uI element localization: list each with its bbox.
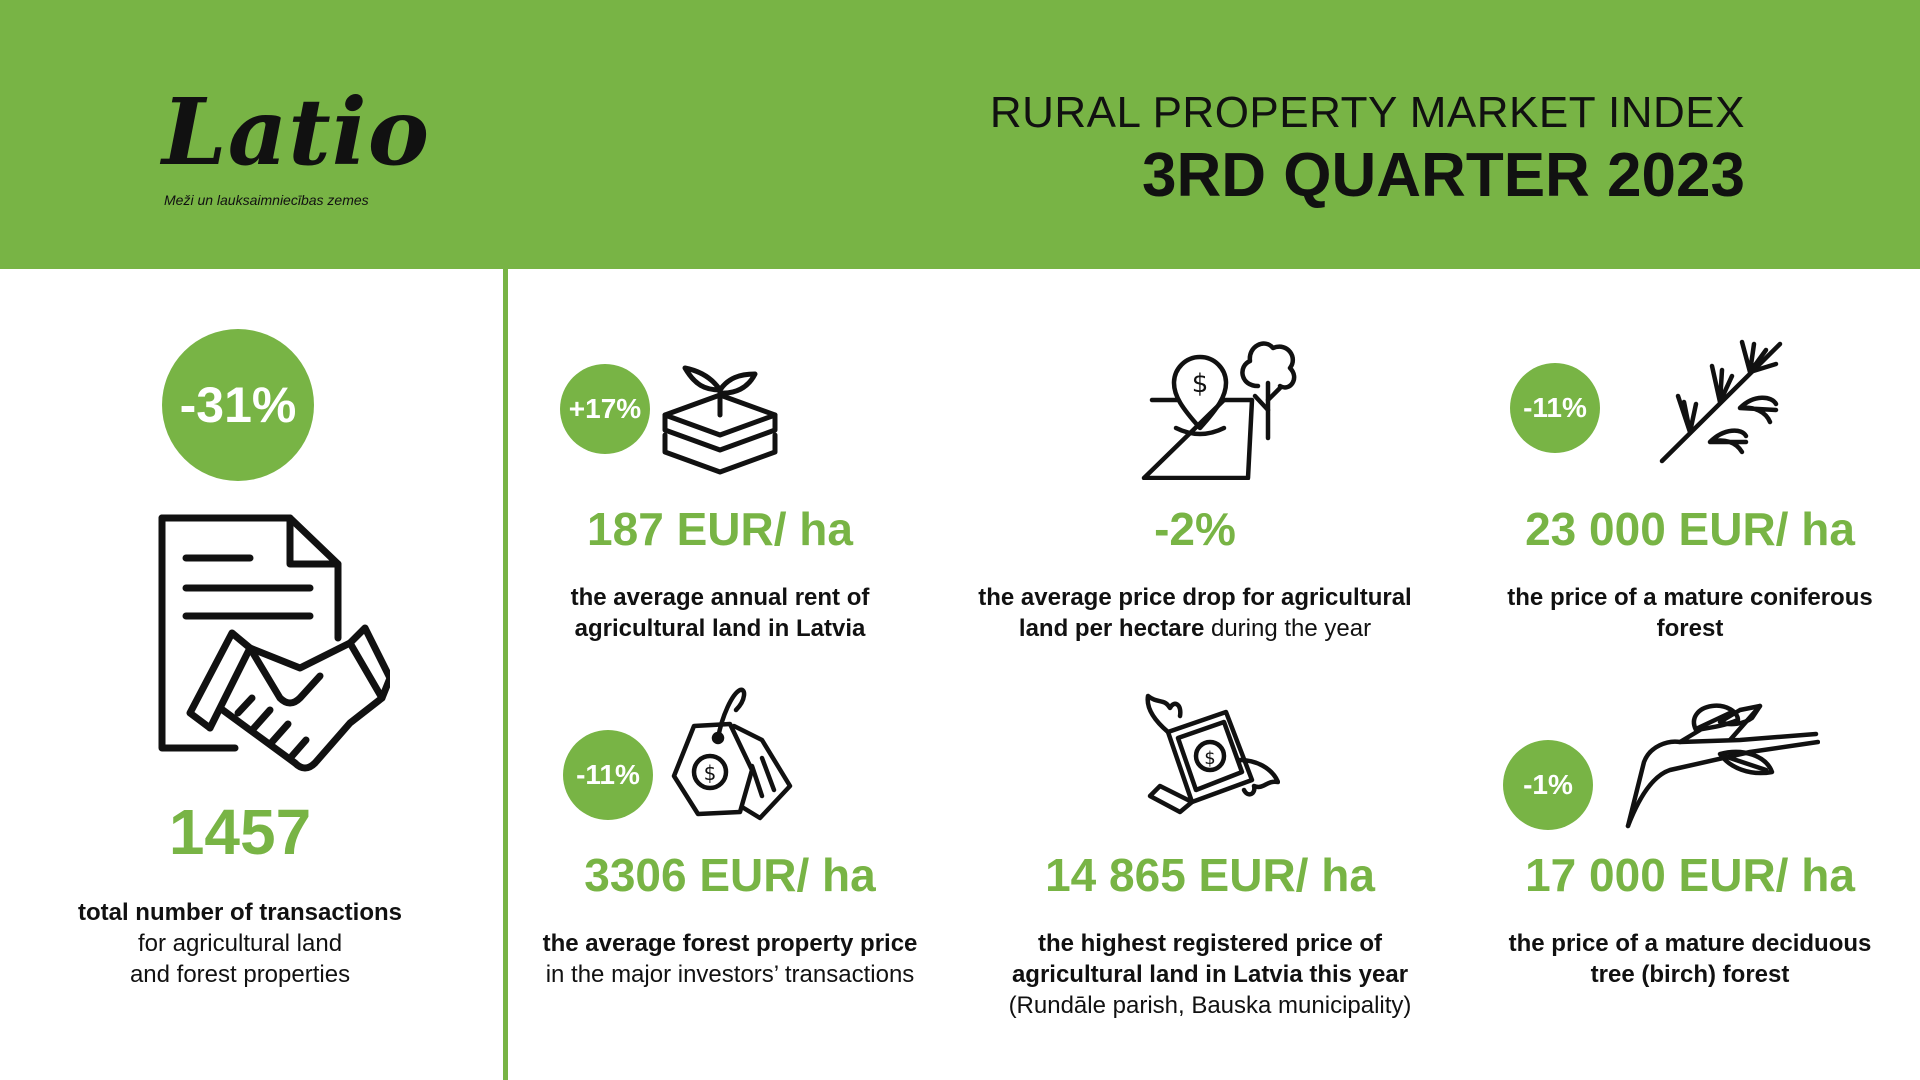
svg-text:$: $ [1204,748,1215,769]
rent-value: 187 EUR/ ha [587,503,853,555]
coniferous-description: the price of a mature coniferous forest [1470,582,1910,644]
deciduous-desc-line2: tree (birch) forest [1590,961,1790,988]
forest-price-desc-line2: in the major investors’ transactions [545,961,915,988]
logo-tagline: Meži un lauksaimniecības zemes [164,192,369,208]
coniferous-desc-line1: the price of a mature coniferous [1507,584,1873,611]
logo-wordmark: Latio [162,78,431,186]
forest-price-value: 3306 EUR/ ha [584,849,876,901]
transactions-change-badge: -31% [162,329,314,481]
svg-text:$: $ [1192,369,1209,399]
highest-value: 14 865 EUR/ ha [1045,849,1375,901]
deciduous-change-badge: -1% [1503,740,1593,830]
transactions-desc-bold: total number of transactions [77,899,403,926]
transactions-description: total number of transactions for agricul… [40,897,440,990]
rent-desc-line1: the average annual rent of [570,584,870,611]
coniferous-value: 23 000 EUR/ ha [1525,503,1855,555]
price-drop-value: -2% [1154,503,1236,555]
page-subtitle: 3RD QUARTER 2023 [1142,141,1745,210]
forest-price-desc-line1: the average forest property price [542,930,918,957]
latio-logo: Latio Meži un lauksaimniecības zemes [162,82,429,212]
coniferous-desc-line2: forest [1656,615,1724,642]
page-title: RURAL PROPERTY MARKET INDEX [989,88,1745,137]
transactions-desc-line2: for agricultural land [137,930,343,957]
flying-money-icon: $ [1140,690,1280,815]
deciduous-desc-line1: the price of a mature deciduous [1508,930,1872,957]
vertical-divider [503,269,508,1080]
highest-desc-line2: agricultural land in Latvia this year [1011,961,1409,988]
transactions-value: 1457 [168,796,312,868]
deciduous-value: 17 000 EUR/ ha [1525,849,1855,901]
price-tag-icon: $ [670,686,795,821]
coniferous-change-badge: -11% [1510,363,1600,453]
soil-sprout-icon [660,360,780,480]
forest-price-description: the average forest property price in the… [510,928,950,990]
header-banner: Latio Meži un lauksaimniecības zemes RUR… [0,0,1920,269]
highest-desc-line1: the highest registered price of [1037,930,1383,957]
rent-change-badge: +17% [560,364,650,454]
price-drop-desc-line1: the average price drop for agricultural [978,584,1412,611]
rent-description: the average annual rent of agricultural … [510,582,930,644]
deciduous-description: the price of a mature deciduous tree (bi… [1470,928,1910,990]
conifer-branch-icon [1650,336,1790,466]
price-drop-desc-line2-bold: land per hectare [1018,615,1205,642]
highest-description: the highest registered price of agricult… [960,928,1460,1021]
forest-price-change-badge: -11% [563,730,653,820]
svg-text:$: $ [704,761,717,785]
birch-branch-icon [1620,700,1820,830]
highest-desc-line3: (Rundāle parish, Bauska municipality) [1008,992,1412,1019]
contract-handshake-icon [150,508,390,778]
land-price-pin-tree-icon: $ [1140,328,1300,480]
transactions-desc-line3: and forest properties [129,961,351,988]
price-drop-desc-line2-normal: during the year [1204,615,1372,642]
rent-desc-line2: agricultural land in Latvia [574,615,866,642]
price-drop-description: the average price drop for agricultural … [950,582,1440,644]
